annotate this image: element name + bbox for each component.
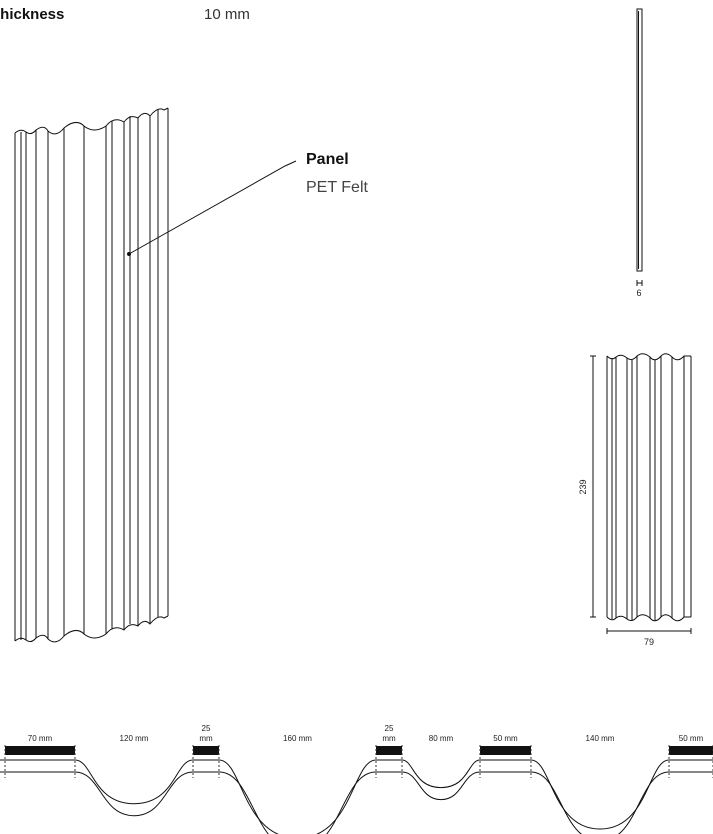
profile-segment-label-unit: mm: [382, 734, 396, 743]
profile-segment-label: 25: [385, 724, 394, 733]
panel-perspective: [14, 107, 169, 643]
profile-flat-bar: [5, 746, 75, 755]
profile-inner-edge: [0, 771, 713, 834]
profile-flat-bar: [480, 746, 531, 755]
profile-cross-section: [0, 745, 713, 834]
profile-segment-label: 70 mm: [28, 734, 53, 743]
profile-flat-bar: [376, 746, 402, 755]
spec-label: t thickness: [0, 6, 65, 23]
front-width-label: 79: [644, 637, 654, 647]
profile-flat-bar: [669, 746, 713, 755]
profile-segment-label: 25: [202, 724, 211, 733]
profile-segment-label: 140 mm: [586, 734, 615, 743]
callout-title: Panel: [306, 151, 349, 168]
panel-side-view: [636, 8, 643, 286]
spec-value: 10 mm: [204, 6, 250, 23]
profile-segment-label: 160 mm: [283, 734, 312, 743]
callout-subtitle: PET Felt: [306, 179, 368, 196]
profile-segment-label: 50 mm: [493, 734, 518, 743]
panel-front-view: [590, 353, 692, 634]
callout-leader: [128, 160, 297, 255]
front-height-label: 239: [578, 479, 588, 494]
profile-segment-label: 50 mm: [679, 734, 704, 743]
profile-segment-label: 120 mm: [120, 734, 149, 743]
profile-outer-edge: [0, 759, 713, 834]
profile-segment-label-unit: mm: [199, 734, 213, 743]
profile-flat-bar: [193, 746, 219, 755]
side-thickness-label: 6: [636, 288, 641, 298]
profile-segment-label: 80 mm: [429, 734, 454, 743]
